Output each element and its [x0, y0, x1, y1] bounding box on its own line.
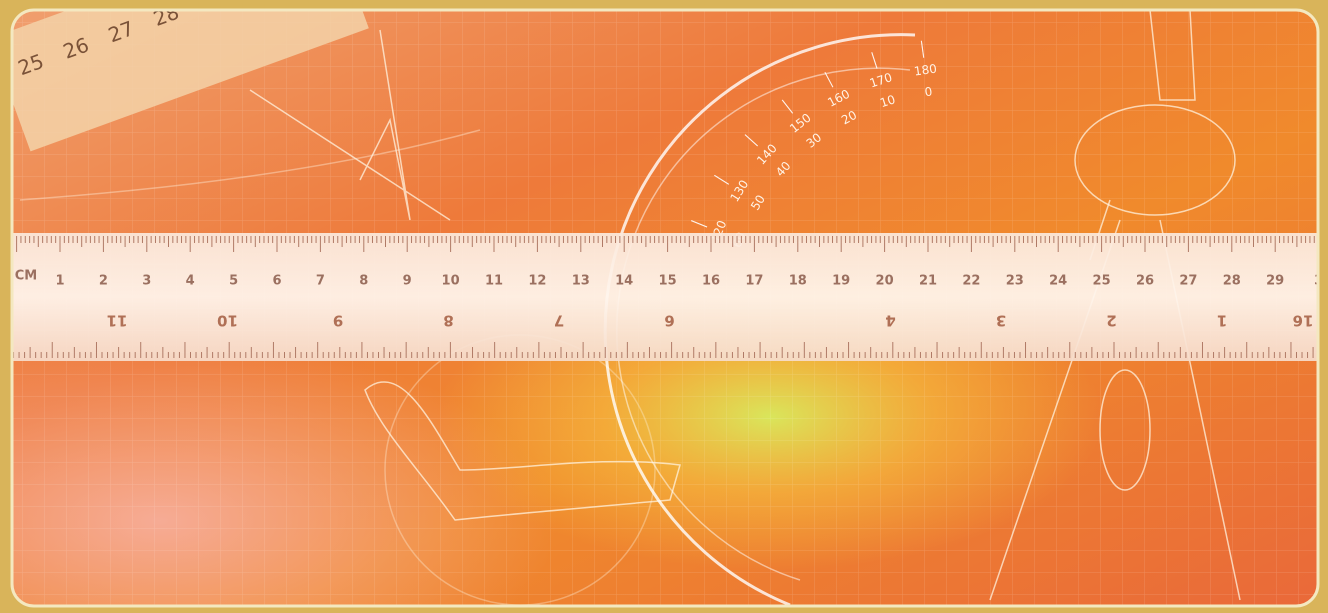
cm-label: 21: [919, 274, 937, 289]
protractor-label: 50: [748, 192, 768, 212]
cm-label: 12: [528, 274, 546, 289]
cm-label: 28: [1223, 274, 1241, 289]
cm-label: 17: [745, 274, 763, 289]
cm-label: 22: [962, 274, 980, 289]
cm-label: 9: [403, 274, 412, 289]
cm-label: 3: [142, 274, 151, 289]
inch-label: 7: [554, 312, 564, 330]
cm-label: 16: [702, 274, 720, 289]
protractor-tick: [744, 134, 758, 147]
ruler-body: [12, 233, 1318, 361]
chair: [364, 381, 681, 521]
protractor-label: 170: [868, 70, 894, 90]
compass-handle: [1149, 10, 1196, 101]
protractor-tick: [920, 40, 925, 58]
cm-label: 18: [789, 274, 807, 289]
protractor-label: 0: [924, 84, 934, 99]
cm-label: 2: [99, 274, 108, 289]
protractor-tick: [691, 220, 708, 228]
frame-border: [10, 8, 1320, 608]
inch-label: 9: [333, 312, 343, 330]
inch-label: 6: [664, 312, 674, 330]
protractor-label: 20: [839, 108, 859, 128]
cm-label: 14: [615, 274, 633, 289]
compass-head: [1074, 104, 1236, 216]
ruler-unit: CM: [15, 269, 37, 284]
cm-label: 13: [572, 274, 590, 289]
cm-label: 24: [1049, 274, 1067, 289]
cm-label: 3: [1314, 274, 1323, 289]
inch-label: 2: [1106, 312, 1116, 330]
protractor-label: 10: [878, 92, 897, 110]
cm-label: 7: [316, 274, 325, 289]
cm-label: 10: [442, 274, 460, 289]
protractor-tick: [871, 52, 878, 69]
top-ruler-body: [12, 10, 369, 152]
cm-label: 23: [1006, 274, 1024, 289]
cm-label: 6: [272, 274, 281, 289]
inch-label: 3: [996, 312, 1006, 330]
small-compass: [249, 29, 451, 221]
cm-label: 26: [1136, 274, 1154, 289]
protractor-tick: [781, 99, 794, 114]
cm-label: 25: [1093, 274, 1111, 289]
inch-label: 16: [1293, 312, 1314, 330]
protractor-tick: [824, 71, 834, 88]
arc-line: [19, 129, 481, 201]
cm-label: 1: [55, 274, 64, 289]
cm-label: 29: [1266, 274, 1284, 289]
cm-label: 20: [876, 274, 894, 289]
protractor-label: 180: [913, 62, 938, 79]
main-ruler: CM 1 2 3 4 5 6 7 8 9 10 11 12 13 14 15 16 17 18 19 20 21 22 23…: [12, 233, 1323, 361]
inch-label: 1: [1217, 312, 1227, 330]
cm-label: 15: [659, 274, 677, 289]
cm-label: 5: [229, 274, 238, 289]
cm-label: 11: [485, 274, 503, 289]
cm-label: 4: [186, 274, 195, 289]
cm-label: 8: [359, 274, 368, 289]
compass-wheel: [1099, 369, 1151, 491]
cm-label: 27: [1179, 274, 1197, 289]
inch-label: 10: [217, 312, 238, 330]
inch-label: 4: [885, 312, 895, 330]
inch-label: 8: [443, 312, 453, 330]
protractor-tick: [714, 174, 730, 185]
cm-label: 19: [832, 274, 850, 289]
inch-label: 11: [107, 312, 128, 330]
